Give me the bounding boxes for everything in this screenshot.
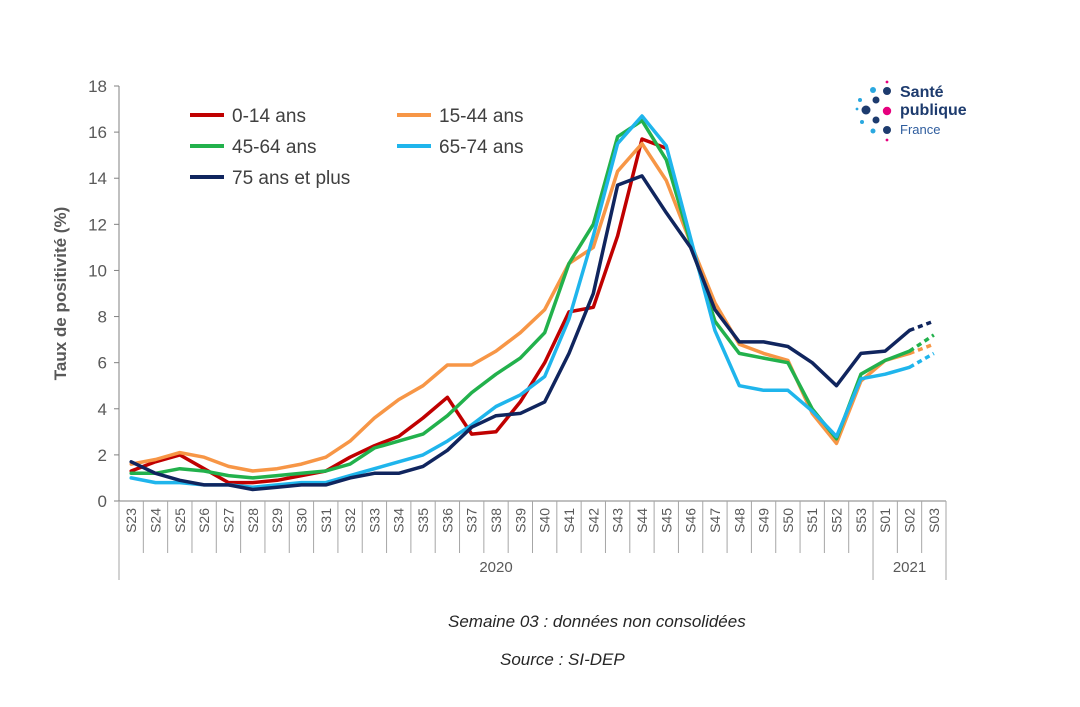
chart-axes: 0 2 4 6 8 10 12 14 16 18 Taux de positivité (%) S23… [51,77,947,580]
y-tick-label: 0 [98,492,107,511]
x-tick-label: S53 [853,508,869,533]
chart-legend: 0-14 ans 15-44 ans 45-64 ans 65-74 ans 75 an… [190,106,524,189]
x-tick-label: S28 [245,508,261,533]
y-tick-label: 18 [88,77,107,96]
x-tick-label: S32 [342,508,358,533]
x-tick-label: S37 [464,508,480,533]
y-tick-label: 10 [88,261,107,280]
sante-publique-france-logo: Santé publique France [852,78,982,144]
x-tick-label: S44 [634,508,650,533]
x-tick-label: S42 [585,508,601,533]
x-tick-label: S48 [731,508,747,533]
y-tick-label: 14 [88,169,107,188]
x-tick-label: S23 [123,508,139,533]
chart-series-lines [129,114,935,492]
x-tick-label: S36 [439,508,455,533]
note-source: Source : SI-DEP [500,650,625,669]
legend-label: 75 ans et plus [232,168,350,189]
x-tick-label: S02 [902,508,918,533]
x-tick-label: S31 [318,508,334,533]
legend-label: 65-74 ans [439,137,524,158]
x-tick-label: S45 [658,508,674,533]
y-tick-label: 12 [88,215,107,234]
series-line-dashed [908,342,935,356]
x-tick-label: S41 [561,508,577,533]
legend-label: 15-44 ans [439,106,524,127]
x-tick-label: S35 [415,508,431,533]
series-line [129,118,912,480]
x-tick-label: S29 [269,508,285,533]
x-tick-label: S51 [804,508,820,533]
year-label: 2020 [479,559,512,576]
x-tick-label: S24 [147,508,163,533]
series-line [129,137,669,485]
x-tick-label: S46 [683,508,699,533]
legend-label: 45-64 ans [232,137,317,158]
x-tick-label: S47 [707,508,723,533]
x-tick-label: S39 [512,508,528,533]
x-tick-label: S01 [877,508,893,533]
y-tick-label: 4 [98,400,107,419]
y-axis-label: Taux de positivité (%) [51,207,70,381]
series-line-dashed [908,351,935,369]
x-tick-label: S25 [172,508,188,533]
x-tick-label: S27 [220,508,236,533]
series-line [129,174,912,492]
y-tick-label: 6 [98,354,107,373]
logo-line-publique: publique [900,102,967,119]
x-tick-label: S43 [610,508,626,533]
x-tick-label: S49 [756,508,772,533]
x-tick-label: S26 [196,508,212,533]
x-tick-label: S33 [366,508,382,533]
series-line-dashed [908,333,935,353]
series-line [129,141,912,473]
series-line [129,114,912,489]
logo-line-france: France [900,122,941,137]
x-tick-label: S40 [537,508,553,533]
series-line-dashed [908,319,935,333]
x-tick-label: S03 [926,508,942,533]
legend-label: 0-14 ans [232,106,306,127]
note-unconsolidated: Semaine 03 : données non consolidées [448,612,746,631]
logo-dots-icon [855,80,892,142]
x-tick-label: S50 [780,508,796,533]
y-tick-label: 8 [98,308,107,327]
y-tick-label: 2 [98,446,107,465]
y-tick-label: 16 [88,123,107,142]
logo-line-sante: Santé [900,84,944,101]
x-tick-label: S34 [391,508,407,533]
x-tick-label: S38 [488,508,504,533]
year-label: 2021 [893,559,926,576]
x-tick-label: S30 [293,508,309,533]
x-tick-label: S52 [829,508,845,533]
